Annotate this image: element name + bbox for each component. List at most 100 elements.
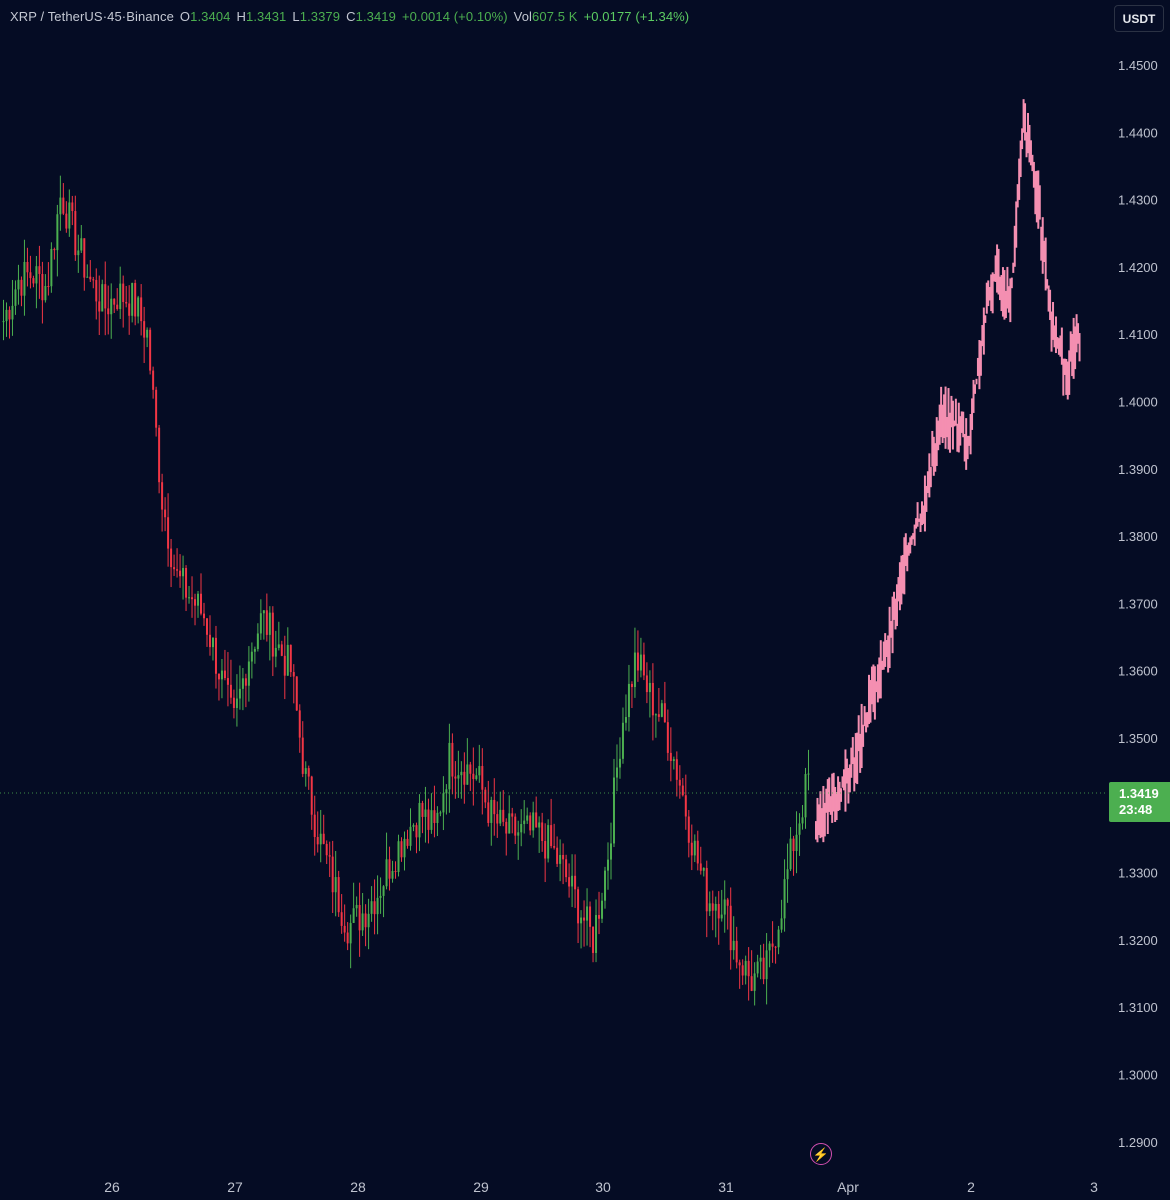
open-value: 1.3404 — [190, 9, 231, 24]
candle-body — [484, 789, 487, 803]
symbol-name: XRP / TetherUS — [10, 9, 103, 24]
projection-bar — [916, 502, 919, 527]
candle-body — [385, 859, 388, 887]
low-value: 1.3379 — [299, 9, 341, 24]
lightning-icon[interactable]: ⚡ — [810, 1143, 832, 1165]
projection-bar — [969, 414, 972, 455]
time-axis[interactable]: 26 27 28 29 30 31 Apr 2 3 — [104, 1179, 1098, 1195]
projection-bar — [1000, 274, 1003, 312]
projection-bar — [850, 747, 853, 778]
projection-bar — [954, 398, 957, 426]
candle-body — [550, 825, 553, 847]
candle-body — [149, 329, 152, 371]
candle-body — [418, 802, 421, 838]
candle-body — [517, 832, 520, 836]
candle-body — [295, 676, 298, 711]
projection-bar — [1021, 128, 1024, 150]
candle-body — [59, 197, 62, 215]
candle-body — [717, 903, 720, 919]
candle-body — [430, 810, 433, 830]
projection-bar — [941, 404, 944, 444]
candle-body — [526, 815, 529, 821]
candle-body — [556, 847, 559, 864]
separator: · — [102, 9, 108, 24]
candle-body — [86, 276, 89, 278]
projection-bar — [890, 621, 893, 638]
currency-button[interactable]: USDT — [1114, 5, 1164, 32]
projection-bar — [979, 340, 982, 376]
candle-body — [732, 940, 735, 951]
price-axis[interactable]: 1.4500 1.4400 1.4300 1.4200 1.4100 1.4000 1.39… — [1118, 58, 1158, 1150]
projection-bar — [882, 641, 885, 670]
projection-bar — [1031, 154, 1034, 172]
candle-body — [726, 899, 729, 906]
change-value: +0.0014 (+0.10%) — [401, 9, 508, 24]
candle-body — [666, 722, 669, 753]
candle-body — [140, 297, 143, 322]
candle-body — [250, 651, 253, 662]
candle-body — [487, 802, 490, 823]
projection-bar — [984, 315, 987, 323]
candle-body — [346, 932, 349, 944]
candle-body — [77, 250, 80, 256]
candle-body — [119, 283, 122, 310]
candle-body — [651, 682, 654, 716]
candle-body — [367, 913, 370, 928]
candle-body — [349, 922, 352, 944]
candle-body — [645, 675, 648, 693]
candle-body — [463, 771, 466, 785]
candle-body — [158, 427, 161, 483]
candle-body — [74, 211, 77, 256]
candle-body — [203, 613, 205, 619]
candle-body — [325, 843, 328, 856]
candle-body — [744, 960, 747, 976]
projection-bar — [937, 420, 940, 451]
candle-body — [68, 202, 71, 229]
candle-body — [182, 568, 185, 577]
candle-body — [310, 776, 313, 815]
candle-body — [364, 913, 367, 928]
candle-body — [253, 649, 256, 652]
candle-body — [167, 517, 170, 549]
candle-body — [762, 957, 765, 980]
projection-bar — [1075, 314, 1078, 353]
projection-bar — [884, 633, 887, 667]
candle-body — [185, 568, 188, 598]
candle-body — [454, 776, 457, 779]
candle-body — [475, 775, 478, 780]
candle-body — [750, 976, 753, 991]
candle-body — [789, 838, 792, 870]
projection-bar — [862, 724, 865, 747]
projection-bar — [1043, 240, 1046, 263]
projection-bar — [873, 666, 876, 720]
projection-bar — [897, 577, 900, 602]
candle-body — [232, 697, 235, 708]
candle-body — [38, 266, 41, 274]
candle-body — [696, 840, 699, 864]
candle-body — [161, 482, 164, 510]
candle-body — [370, 901, 373, 914]
candle-body — [804, 774, 807, 818]
projection-bar — [1019, 140, 1022, 178]
candle-body — [592, 926, 595, 953]
candle-body — [693, 840, 696, 856]
candle-body — [280, 644, 283, 656]
candle-body — [29, 272, 32, 279]
close-value: 1.3419 — [355, 9, 396, 24]
candle-body — [568, 877, 571, 887]
open-label: O — [179, 9, 191, 24]
symbol-legend[interactable]: XRP / TetherUS · 45 · Binance O 1.3404 H… — [10, 9, 689, 24]
candle-body — [229, 684, 232, 698]
projection-bar — [898, 562, 901, 611]
candle-body — [792, 838, 795, 852]
candle-body — [469, 764, 472, 774]
projection-bar — [1069, 331, 1072, 362]
candle-body — [523, 820, 526, 825]
candle-body — [301, 737, 304, 774]
projection-bar — [853, 757, 856, 792]
candle-body — [624, 717, 627, 723]
candle-body — [448, 742, 451, 790]
candle-body — [642, 654, 645, 676]
candle-body — [5, 309, 8, 322]
